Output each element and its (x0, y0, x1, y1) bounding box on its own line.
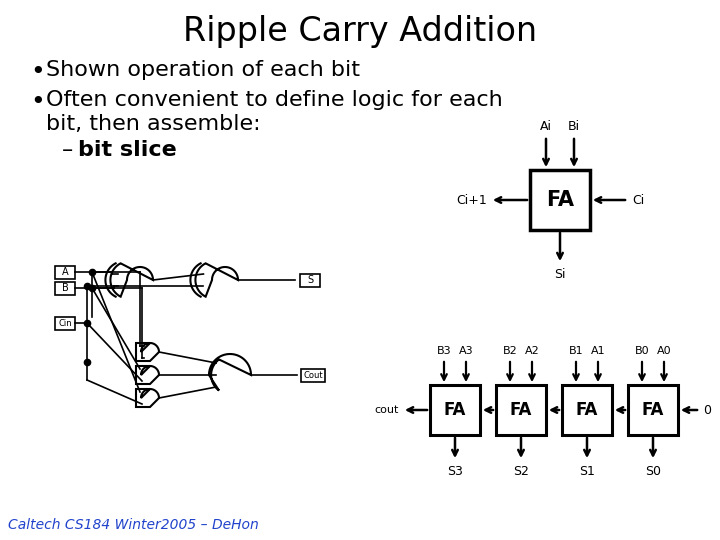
Bar (55, 281, 75, 294)
Text: B2: B2 (503, 346, 518, 356)
Text: A2: A2 (525, 346, 539, 356)
Bar (300, 273, 320, 287)
Bar (628, 385, 678, 435)
Text: FA: FA (444, 401, 466, 419)
Text: FA: FA (642, 401, 664, 419)
Text: B: B (62, 283, 68, 293)
Bar (55, 316, 75, 329)
Text: Ai: Ai (540, 120, 552, 133)
Text: Ripple Carry Addition: Ripple Carry Addition (183, 15, 537, 48)
Text: FA: FA (576, 401, 598, 419)
Text: FA: FA (546, 190, 574, 210)
Bar (562, 385, 612, 435)
Polygon shape (136, 343, 159, 361)
Bar (530, 170, 590, 230)
Text: B1: B1 (569, 346, 583, 356)
Text: bit slice: bit slice (78, 140, 176, 160)
Text: Shown operation of each bit: Shown operation of each bit (46, 60, 360, 80)
Text: –: – (62, 140, 73, 160)
Text: Often convenient to define logic for each: Often convenient to define logic for eac… (46, 90, 503, 110)
Text: A1: A1 (590, 346, 606, 356)
Text: A0: A0 (657, 346, 671, 356)
Text: B0: B0 (635, 346, 649, 356)
Text: S: S (307, 275, 313, 285)
Text: •: • (30, 60, 45, 84)
Text: Ci+1: Ci+1 (456, 193, 487, 206)
Text: S2: S2 (513, 465, 529, 478)
Text: Bi: Bi (568, 120, 580, 133)
Polygon shape (110, 264, 153, 296)
Text: Cout: Cout (303, 370, 323, 380)
Polygon shape (136, 366, 159, 384)
Text: 0: 0 (703, 403, 711, 416)
Text: A: A (62, 267, 68, 277)
Text: bit, then assemble:: bit, then assemble: (46, 114, 261, 134)
Text: S1: S1 (579, 465, 595, 478)
Polygon shape (136, 389, 159, 407)
Text: A3: A3 (459, 346, 473, 356)
Bar (496, 385, 546, 435)
Bar (430, 385, 480, 435)
Text: •: • (30, 90, 45, 114)
Text: B3: B3 (437, 346, 451, 356)
Text: Ci: Ci (632, 193, 644, 206)
Text: S0: S0 (645, 465, 661, 478)
Text: Si: Si (554, 268, 566, 281)
Bar (55, 266, 75, 279)
Polygon shape (209, 354, 251, 390)
Text: S3: S3 (447, 465, 463, 478)
Text: Cin: Cin (58, 319, 72, 327)
Text: FA: FA (510, 401, 532, 419)
Bar (301, 368, 325, 381)
Text: Caltech CS184 Winter2005 – DeHon: Caltech CS184 Winter2005 – DeHon (8, 518, 258, 532)
Text: cout: cout (374, 405, 399, 415)
Polygon shape (195, 264, 238, 296)
